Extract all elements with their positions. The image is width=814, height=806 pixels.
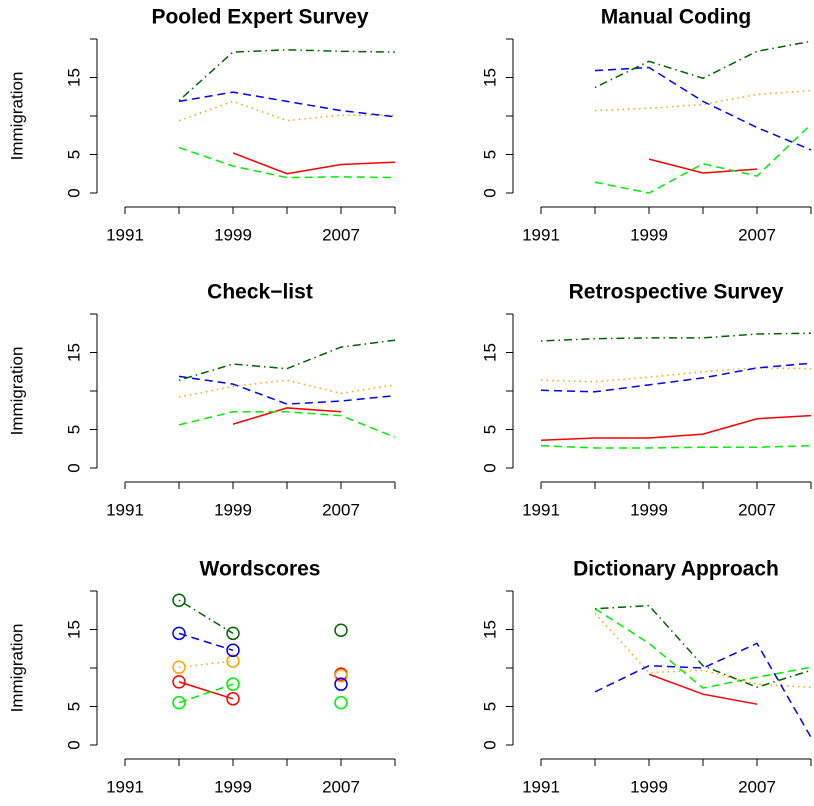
- y-tick-label: 15: [64, 68, 83, 87]
- x-tick-label: 1999: [630, 225, 668, 244]
- x-tick-label: 1999: [630, 500, 668, 519]
- x-tick-label: 1991: [522, 500, 560, 519]
- series-line: [179, 600, 341, 633]
- series-line: [540, 367, 812, 383]
- series-line: [179, 661, 341, 676]
- series-line: [179, 684, 341, 702]
- x-tick-label: 2007: [322, 500, 360, 519]
- y-tick-label: 0: [64, 740, 83, 749]
- series-line: [232, 407, 342, 425]
- y-tick-label: 15: [64, 620, 83, 639]
- point-marker: [226, 626, 240, 641]
- y-tick-label: 0: [480, 188, 499, 197]
- y-tick-label: 15: [480, 343, 499, 362]
- y-tick-label: 15: [64, 343, 83, 362]
- point-marker: [172, 660, 186, 674]
- series-line: [594, 123, 812, 194]
- chart-title: Retrospective Survey: [569, 281, 784, 304]
- y-tick-label: 15: [480, 68, 499, 87]
- series-line: [179, 674, 341, 699]
- series-line: [178, 339, 396, 381]
- y-tick-label: 0: [64, 463, 83, 472]
- point-marker: [226, 692, 240, 706]
- point-marker: [172, 593, 186, 607]
- series-line: [178, 49, 396, 102]
- series-line: [540, 444, 812, 449]
- y-axis-label: Immigration: [7, 72, 26, 161]
- point-marker: [226, 677, 240, 691]
- y-tick-label: 5: [480, 150, 499, 159]
- series-line: [178, 375, 396, 405]
- series-line: [540, 362, 812, 393]
- point-marker: [334, 623, 348, 638]
- x-tick-label: 2007: [738, 500, 776, 519]
- point-marker: [334, 677, 348, 691]
- series-line: [178, 379, 396, 398]
- series-line: [594, 642, 812, 738]
- chart-title: Dictionary Approach: [573, 558, 779, 581]
- x-tick-label: 1991: [522, 225, 560, 244]
- y-tick-label: 5: [64, 150, 83, 159]
- x-tick-label: 1999: [630, 777, 668, 796]
- point-marker: [172, 626, 186, 641]
- series-line: [594, 608, 812, 689]
- series-line: [594, 612, 812, 688]
- series-line: [178, 91, 396, 118]
- x-tick-label: 2007: [322, 225, 360, 244]
- chart-title: Check−list: [207, 281, 313, 304]
- series-line: [178, 146, 396, 179]
- series-line: [648, 673, 758, 705]
- point-marker: [334, 668, 348, 683]
- y-tick-label: 5: [64, 702, 83, 711]
- y-tick-label: 0: [64, 188, 83, 197]
- x-tick-label: 1999: [214, 225, 252, 244]
- x-tick-label: 2007: [738, 225, 776, 244]
- x-tick-label: 2007: [322, 777, 360, 796]
- y-axis-label: Immigration: [7, 347, 26, 436]
- y-tick-label: 0: [480, 463, 499, 472]
- series-line: [178, 100, 395, 122]
- series-line: [594, 604, 812, 689]
- series-line: [594, 40, 812, 89]
- point-marker: [334, 695, 348, 710]
- y-tick-label: 15: [480, 620, 499, 639]
- point-marker: [226, 654, 240, 668]
- series-line: [179, 633, 341, 684]
- series-line: [178, 411, 396, 438]
- x-tick-label: 1991: [106, 500, 144, 519]
- point-marker: [226, 643, 240, 658]
- y-axis-label: Immigration: [7, 624, 26, 713]
- series-line: [594, 66, 812, 151]
- y-tick-label: 5: [480, 702, 499, 711]
- point-marker: [172, 695, 186, 710]
- chart-title: Manual Coding: [601, 6, 752, 29]
- series-line: [648, 158, 758, 174]
- series-line: [540, 414, 812, 442]
- x-tick-label: 1999: [214, 777, 252, 796]
- y-tick-label: 5: [480, 425, 499, 434]
- point-marker: [172, 675, 186, 689]
- x-tick-label: 1991: [522, 777, 560, 796]
- x-tick-label: 1999: [214, 500, 252, 519]
- series-line: [232, 152, 396, 175]
- chart-title: Pooled Expert Survey: [151, 6, 368, 29]
- x-tick-label: 1991: [106, 225, 144, 244]
- x-tick-label: 1991: [106, 777, 144, 796]
- y-tick-label: 0: [480, 740, 499, 749]
- series-line: [540, 332, 812, 342]
- x-tick-label: 2007: [738, 777, 776, 796]
- y-tick-label: 5: [64, 425, 83, 434]
- chart-title: Wordscores: [200, 558, 321, 581]
